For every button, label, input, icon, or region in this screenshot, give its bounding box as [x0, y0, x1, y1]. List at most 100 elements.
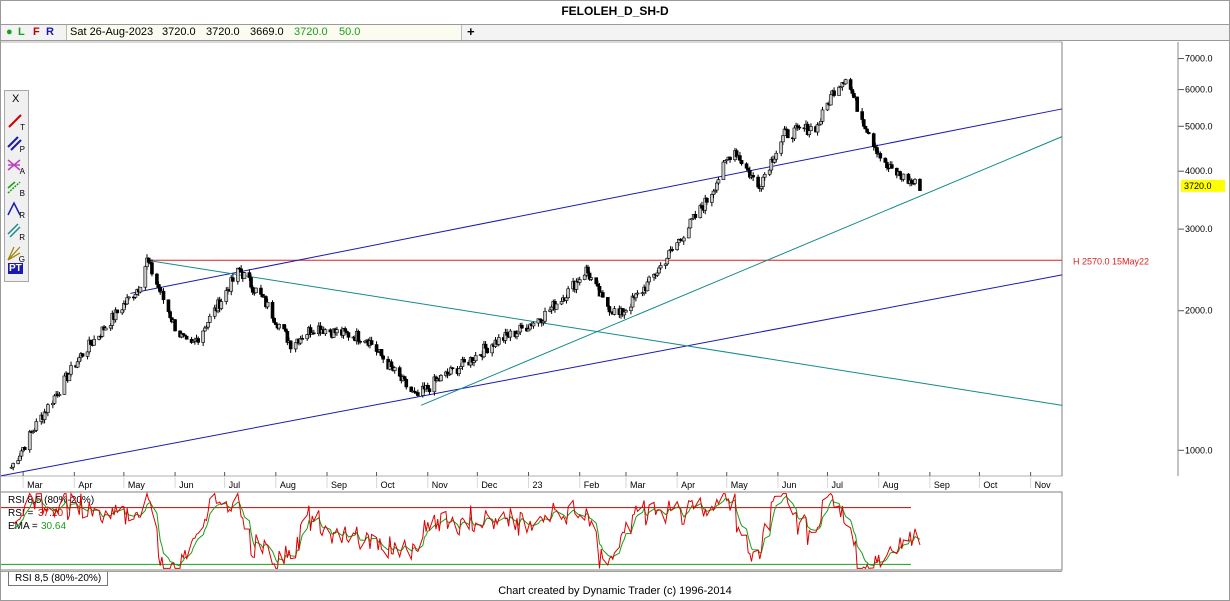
candle — [272, 317, 276, 323]
candle — [425, 385, 430, 389]
x-tick-label: Jul — [831, 480, 843, 490]
candle — [878, 153, 883, 159]
candle — [115, 309, 120, 314]
pt-icon: PT — [8, 263, 23, 274]
candle — [792, 127, 797, 139]
candle — [762, 174, 767, 178]
candle — [108, 325, 113, 329]
candle — [667, 250, 671, 259]
price-chart[interactable]: Mar Apr May Jun Jul Aug Sep Oct Nov Dec 23 Feb Mar Ap… — [0, 0, 1230, 571]
candle — [658, 265, 663, 269]
drawing-toolbar: X T P A B R R G PT — [4, 90, 29, 282]
candle — [166, 299, 171, 312]
candle — [786, 129, 790, 139]
candle — [379, 349, 384, 357]
candle — [207, 315, 212, 323]
candle — [645, 281, 650, 292]
cycle-b-tool[interactable]: B — [6, 178, 26, 198]
candle — [508, 330, 513, 338]
candle — [837, 86, 841, 96]
horizontal-line-label: H 2570.0 15May22 — [1073, 256, 1149, 266]
add-icon[interactable]: + — [467, 24, 475, 39]
candle — [589, 277, 594, 280]
candle — [843, 79, 848, 85]
ema-value: 30.64 — [41, 521, 66, 532]
flag-f[interactable]: F — [33, 26, 40, 38]
candle — [138, 286, 143, 293]
pt-tool[interactable]: PT — [6, 262, 26, 282]
y-tick-label: 2000.0 — [1185, 306, 1213, 316]
candle — [515, 333, 519, 337]
candle — [427, 388, 432, 393]
trendline-tool[interactable]: T — [6, 112, 26, 132]
candle — [52, 395, 57, 404]
candle — [739, 160, 744, 165]
candle — [27, 431, 32, 451]
ratio-icon — [7, 201, 21, 216]
candle — [389, 361, 394, 367]
quote-box: Sat 26-Aug-2023 3720.0 3720.0 3669.0 372… — [66, 25, 462, 40]
price-plot-frame — [0, 41, 1063, 477]
last-price-box — [1181, 179, 1225, 192]
candle — [505, 332, 509, 336]
candle — [901, 173, 906, 180]
candle — [728, 156, 732, 161]
candle — [150, 262, 154, 275]
candle — [862, 119, 866, 127]
candle — [282, 324, 286, 330]
candle — [871, 133, 876, 148]
candle — [781, 135, 785, 143]
candle — [335, 329, 339, 334]
candle — [328, 329, 333, 333]
tab-rsi[interactable]: RSI 8,5 (80%-20%) — [8, 572, 109, 586]
rsi-panel-title: RSI 8,5 (80%-20%) — [8, 495, 94, 506]
candle — [756, 176, 760, 188]
toolbar-close-button[interactable]: X — [12, 93, 20, 105]
candle — [860, 111, 864, 120]
candle — [559, 301, 564, 305]
candle — [520, 324, 524, 329]
x-tick-label: Aug — [883, 480, 899, 490]
flag-r[interactable]: R — [46, 26, 54, 38]
gann-fan-tool[interactable]: G — [6, 244, 26, 264]
candle — [828, 94, 833, 106]
x-tick-label: Mar — [630, 480, 646, 490]
candle — [554, 303, 559, 310]
candle — [483, 343, 488, 349]
candle — [705, 197, 709, 203]
x-tick-label: Sep — [331, 480, 347, 490]
teal-uptrend — [420, 136, 1063, 406]
parallel-tool[interactable]: P — [6, 134, 26, 154]
candle — [156, 284, 161, 288]
candle — [369, 340, 374, 345]
candle — [601, 292, 605, 298]
candle — [155, 273, 159, 285]
candle — [462, 358, 466, 363]
ratio-tool[interactable]: R — [6, 200, 26, 220]
candle — [346, 332, 351, 338]
flag-l[interactable]: L — [18, 26, 25, 38]
ema-label: EMA = — [8, 521, 38, 532]
x-tick-label: Oct — [381, 480, 396, 490]
candle — [259, 287, 263, 295]
candle — [312, 332, 316, 335]
candle — [397, 367, 402, 377]
candle — [293, 342, 298, 350]
x-tick-label: Feb — [584, 480, 600, 490]
candle — [485, 347, 490, 354]
candle — [866, 132, 871, 134]
candle — [402, 376, 407, 380]
x-tick-label: 23 — [533, 480, 543, 490]
candle — [242, 272, 247, 279]
x-tick-label: Jun — [179, 480, 194, 490]
ratio-parallel-tool[interactable]: R — [6, 222, 26, 242]
candle — [236, 267, 240, 282]
candle — [711, 190, 716, 195]
candle — [885, 162, 889, 169]
candle — [18, 455, 22, 461]
fan-tool[interactable]: A — [6, 156, 26, 176]
candle — [80, 353, 85, 357]
candle — [85, 351, 90, 357]
candle — [681, 237, 686, 242]
candle — [700, 205, 704, 209]
